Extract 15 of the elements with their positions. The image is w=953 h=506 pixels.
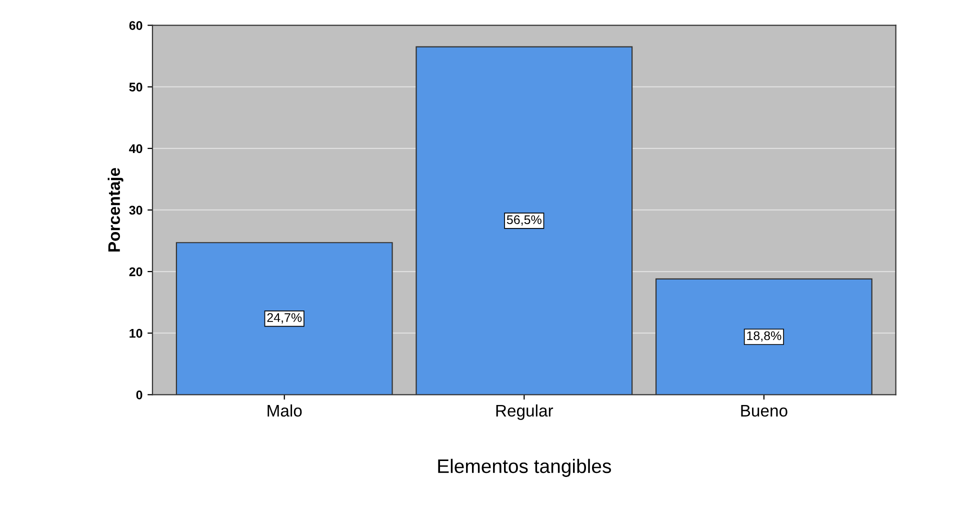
data-label: 18,8% [747,331,782,342]
y-tick-label: 20 [129,267,142,276]
x-tick-label: Malo [268,404,302,417]
data-label: 24,7% [267,313,302,324]
y-tick-label: 30 [129,206,142,215]
y-tick-label: 50 [129,82,142,92]
data-label: 56,5% [506,215,542,226]
y-tick-label: 10 [130,328,142,338]
y-tick-label: 40 [129,144,142,154]
x-tick-label: Regular [496,404,554,420]
x-axis-title: Elementos tangibles [438,458,612,477]
y-axis-title: Porcentaje [108,168,124,252]
x-tick-label: Bueno [741,405,788,417]
y-tick-label: 0 [136,390,142,400]
y-tick-label: 60 [129,21,142,30]
